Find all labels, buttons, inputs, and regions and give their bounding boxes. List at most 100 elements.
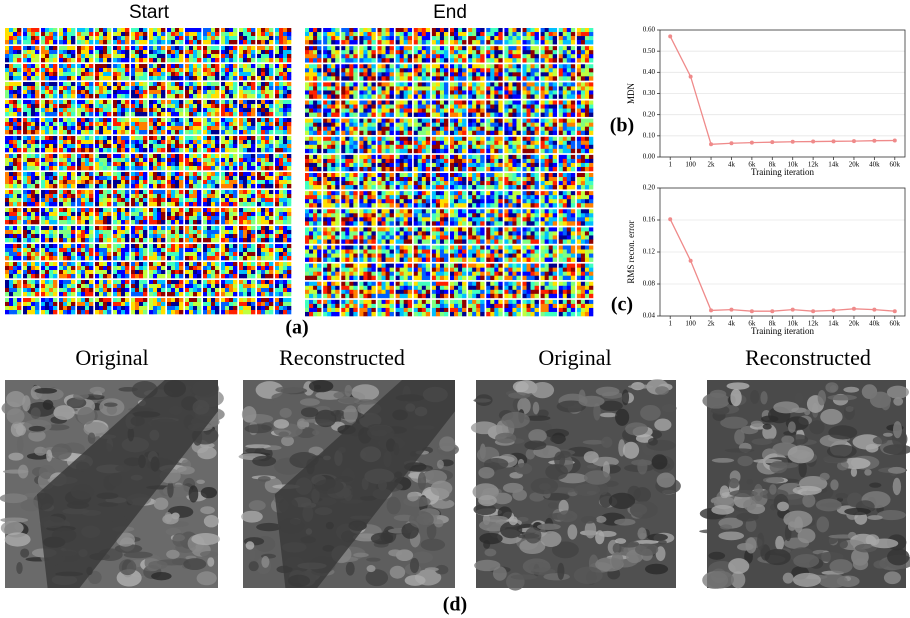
patch-pixel [27,226,31,230]
patch-pixel [436,58,440,62]
patch-pixel [367,28,371,32]
patch-pixel [283,32,287,36]
patch-pixel [77,194,81,198]
patch-pixel [153,208,157,212]
patch-pixel [189,216,193,220]
patch-pixel [59,68,63,72]
patch-pixel [117,136,121,140]
patch-pixel [117,148,121,152]
patch-pixel [261,148,265,152]
patch-pixel [221,72,225,76]
patch-pixel [31,262,35,266]
patch-pixel [99,158,103,162]
patch-pixel [117,194,121,198]
patch-pixel [17,140,21,144]
patch-pixel [585,46,589,50]
patch-pixel [571,40,575,44]
patch-pixel [221,76,225,80]
patch-pixel [233,90,237,94]
patch-pixel [382,36,386,40]
patch-pixel [63,176,67,180]
patch-pixel [85,270,89,274]
patch-pixel [153,54,157,58]
patch-pixel [414,86,418,90]
patch-pixel [251,104,255,108]
patch-pixel [414,68,418,72]
patch-pixel [31,86,35,90]
patch-pixel [175,154,179,158]
patch-pixel [215,238,219,242]
patch-pixel [125,274,129,278]
patch-pixel [396,36,400,40]
patch-pixel [153,122,157,126]
patch-pixel [203,266,207,270]
patch-pixel [215,208,219,212]
patch-pixel [211,76,215,80]
patch-pixel [17,130,21,134]
patch-pixel [175,302,179,306]
patch-pixel [125,256,129,260]
patch-pixel [317,36,321,40]
patch-pixel [335,54,339,58]
patch-pixel [171,302,175,306]
patch-pixel [476,46,480,50]
patch-pixel [41,212,45,216]
patch-pixel [125,126,129,130]
patch-pixel [23,36,27,40]
patch-pixel [35,158,39,162]
patch-pixel [13,298,17,302]
patch-pixel [167,40,171,44]
patch-pixel [85,112,89,116]
patch-pixel [41,274,45,278]
patch-pixel [251,58,255,62]
patch-pixel [317,90,321,94]
patch-pixel [279,280,283,284]
patch-pixel [175,284,179,288]
patch-pixel [275,176,279,180]
patch-pixel [9,310,13,314]
patch-pixel [239,262,243,266]
patch-pixel [95,28,99,32]
patch-pixel [59,90,63,94]
patch-pixel [313,82,317,86]
patch-pixel [486,54,490,58]
patch-pixel [27,266,31,270]
patch-pixel [77,108,81,112]
patch-pixel [113,244,117,248]
patch-pixel [185,194,189,198]
patch-pixel [149,162,153,166]
patch-pixel [45,64,49,68]
patch-pixel [95,172,99,176]
patch-pixel [229,140,233,144]
patch-pixel [153,226,157,230]
patch-pixel [185,238,189,242]
patch-pixel [77,208,81,212]
patch-pixel [283,144,287,148]
patch-pixel [5,108,9,112]
patch-pixel [23,40,27,44]
patch-pixel [139,104,143,108]
patch-pixel [161,136,165,140]
patch-pixel [135,162,139,166]
patch-pixel [143,122,147,126]
patch-pixel [71,176,75,180]
patch-pixel [63,76,67,80]
patch-pixel [131,158,135,162]
patch-pixel [125,252,129,256]
patch-pixel [229,270,233,274]
patch-pixel [211,172,215,176]
patch-pixel [189,82,193,86]
patch-pixel [247,180,251,184]
patch-pixel [287,280,291,284]
patch-pixel [367,72,371,76]
patch-pixel [229,244,233,248]
patch-pixel [215,158,219,162]
patch-pixel [89,198,93,202]
patch-pixel [161,270,165,274]
patch-pixel [63,280,67,284]
patch-pixel [149,220,153,224]
patch-pixel [27,54,31,58]
patch-pixel [125,216,129,220]
patch-pixel [269,130,273,134]
patch-pixel [41,166,45,170]
